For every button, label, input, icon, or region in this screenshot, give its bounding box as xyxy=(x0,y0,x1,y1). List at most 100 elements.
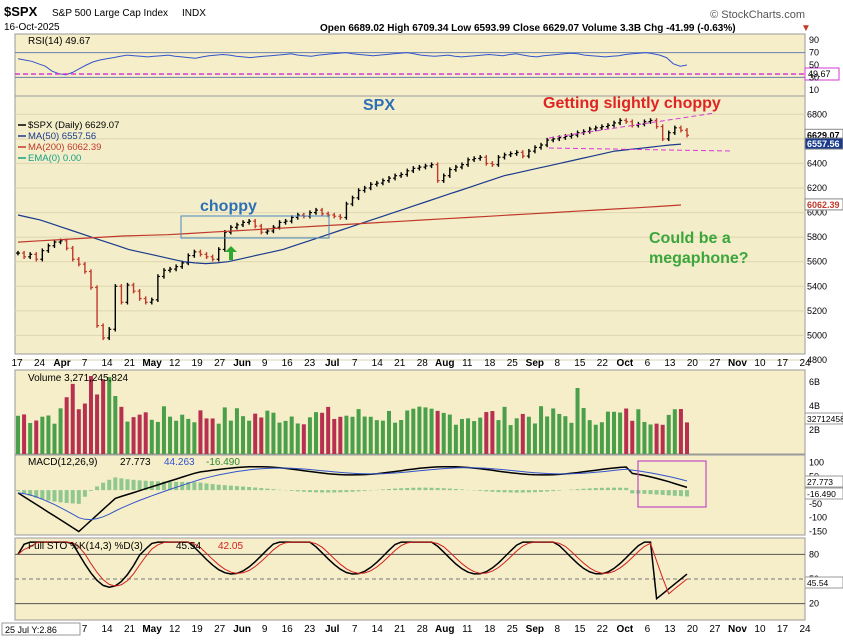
macd-hist-bar xyxy=(527,490,531,492)
macd-panel: MACD(12,26,9) 27.773 44.263 -16.490 1005… xyxy=(15,455,843,536)
x-axis-label: 12 xyxy=(169,624,181,635)
x-axis-label: Sep xyxy=(526,624,544,635)
volume-bar xyxy=(381,421,385,454)
macd-hist-bar xyxy=(436,488,440,490)
footnote-text: 25 Jul Y:2.86 xyxy=(5,625,57,635)
x-axis-label: 6 xyxy=(645,624,651,635)
macd-hist-bar xyxy=(363,490,367,491)
x-axis-label: 25 xyxy=(507,624,519,635)
header-quote: Open 6689.02 High 6709.34 Low 6593.99 Cl… xyxy=(320,23,736,34)
macd-hist-bar xyxy=(399,488,403,490)
annotation-choppy: choppy xyxy=(200,198,257,215)
x-axis-label: 9 xyxy=(262,624,268,635)
volume-bar xyxy=(332,419,336,454)
x-axis-label: 18 xyxy=(484,358,496,369)
volume-bar xyxy=(265,411,269,454)
volume-bar xyxy=(612,412,616,454)
x-axis-bottom: 1724Apr71421May121927Jun91623Jul7142128A… xyxy=(11,624,811,635)
volume-bar xyxy=(119,407,123,454)
volume-bar xyxy=(624,409,628,454)
rsi-tick-label: 50 xyxy=(809,60,819,70)
macd-hist-bar xyxy=(95,486,99,490)
volume-bar xyxy=(588,420,592,454)
volume-bar xyxy=(168,417,172,454)
x-axis-label: May xyxy=(142,358,162,369)
macd-hist-bar xyxy=(600,488,604,490)
macd-hist-bar xyxy=(113,477,117,490)
x-axis-label: 15 xyxy=(574,624,586,635)
x-axis-label: 10 xyxy=(754,624,766,635)
x-axis-label: 24 xyxy=(34,358,46,369)
sto-value-tag-text: 45.54 xyxy=(807,578,829,588)
volume-bar xyxy=(679,409,683,454)
volume-bar xyxy=(83,404,87,454)
volume-bar xyxy=(113,396,117,454)
macd-hist-bar xyxy=(22,490,26,493)
volume-bar xyxy=(65,397,69,454)
x-axis-label: 22 xyxy=(597,624,609,635)
x-axis-label: 14 xyxy=(101,624,113,635)
volume-bar xyxy=(95,394,99,454)
volume-bar xyxy=(198,410,202,454)
macd-hist-bar xyxy=(624,488,628,490)
volume-bar xyxy=(399,420,403,454)
volume-bar xyxy=(107,377,111,454)
macd-tag-macd-text: 27.773 xyxy=(807,477,833,487)
volume-bar xyxy=(22,414,26,454)
macd-tag-hist-text: -16.490 xyxy=(807,489,836,499)
volume-bar xyxy=(338,417,342,454)
macd-hist-bar xyxy=(235,486,239,490)
volume-tick-label: 2B xyxy=(809,425,820,435)
x-axis-label: 8 xyxy=(555,358,561,369)
x-axis-label: 13 xyxy=(664,624,676,635)
rsi-legend: RSI(14) 49.67 xyxy=(28,36,91,47)
volume-bar xyxy=(241,416,245,454)
volume-bar xyxy=(253,414,257,454)
volume-bar xyxy=(563,416,567,454)
x-axis-label: Nov xyxy=(728,624,747,635)
annotation-megaphone-line1: Could be a xyxy=(649,230,731,247)
macd-hist-bar xyxy=(265,489,269,490)
volume-bar xyxy=(454,425,458,454)
macd-hist-bar xyxy=(630,490,634,493)
legend-ma50: MA(50) 6557.56 xyxy=(28,131,96,142)
volume-bar xyxy=(89,376,93,454)
volume-bar xyxy=(357,409,361,454)
sto-legend-k: 45.54 xyxy=(176,541,201,552)
x-axis-label: Aug xyxy=(435,358,454,369)
volume-bar xyxy=(223,407,227,454)
volume-bar xyxy=(326,407,330,454)
header-exchange: INDX xyxy=(182,8,206,19)
x-axis-label: 14 xyxy=(101,358,113,369)
x-axis-label: 21 xyxy=(124,624,136,635)
volume-bar xyxy=(320,413,324,454)
macd-hist-bar xyxy=(442,488,446,490)
volume-bar xyxy=(205,418,209,454)
price-tag-text: 6062.39 xyxy=(807,200,840,210)
macd-hist-bar xyxy=(588,488,592,490)
volume-bar xyxy=(545,416,549,454)
volume-bar xyxy=(363,417,367,454)
macd-hist-bar xyxy=(192,482,196,490)
macd-hist-bar xyxy=(65,490,69,503)
macd-hist-bar xyxy=(290,490,294,491)
x-axis-label: 21 xyxy=(394,358,406,369)
rsi-tick-label: 30 xyxy=(809,72,819,82)
x-axis-label: 11 xyxy=(462,624,473,635)
macd-hist-bar xyxy=(351,490,355,492)
volume-bar xyxy=(484,412,488,454)
volume-bar xyxy=(162,406,166,454)
macd-hist-bar xyxy=(308,490,312,492)
volume-bar xyxy=(594,425,598,454)
macd-hist-bar xyxy=(253,488,257,491)
macd-hist-bar xyxy=(125,479,129,490)
x-axis-label: 17 xyxy=(777,624,789,635)
macd-hist-bar xyxy=(539,490,543,492)
volume-bar xyxy=(551,408,555,454)
macd-hist-bar xyxy=(423,488,427,490)
spx-title-label: SPX xyxy=(363,97,395,114)
x-axis-label: 21 xyxy=(124,358,136,369)
price-panel: SPX Getting slightly choppy choppy Could… xyxy=(15,95,843,365)
macd-hist-bar xyxy=(496,490,500,492)
